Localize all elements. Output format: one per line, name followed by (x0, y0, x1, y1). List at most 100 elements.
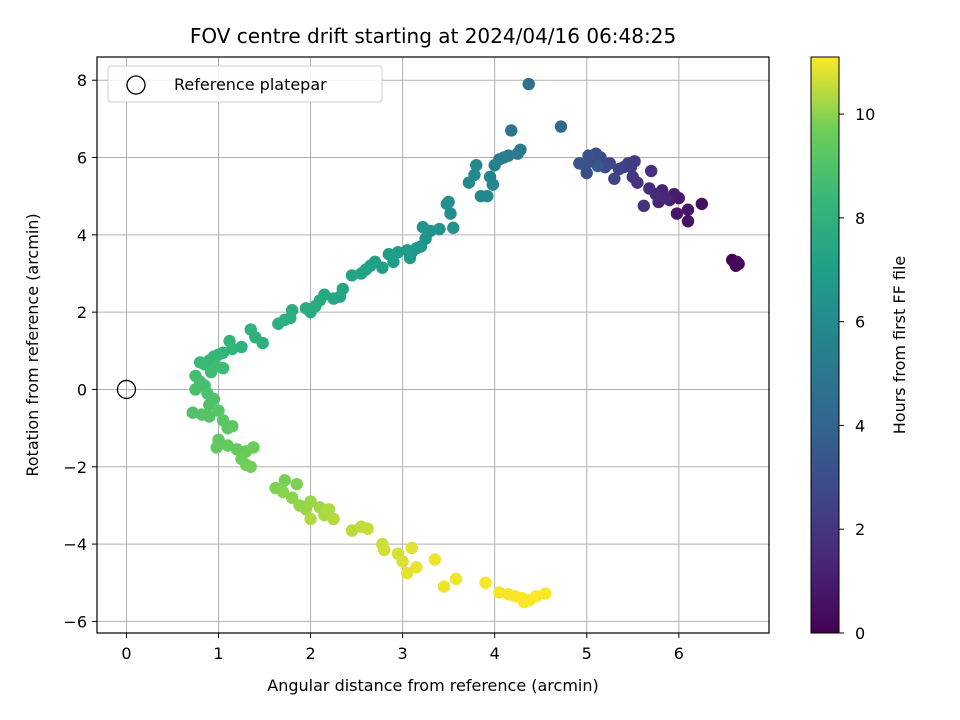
data-point (626, 170, 639, 184)
legend-marker-icon (126, 75, 146, 95)
chart-title: FOV centre drift starting at 2024/04/16 … (190, 24, 676, 48)
data-point (522, 77, 535, 91)
data-point (511, 147, 524, 160)
colorbar-gradient (810, 56, 840, 634)
legend-box (107, 65, 383, 103)
data-point (276, 485, 290, 499)
data-points (186, 77, 745, 609)
colorbar-tick-label: 6 (855, 313, 865, 332)
data-point (644, 164, 658, 178)
x-tick-label: 1 (213, 644, 223, 663)
data-point (440, 197, 454, 211)
x-tick-label: 4 (490, 644, 500, 663)
x-tick-label: 2 (305, 644, 315, 663)
data-point (612, 162, 626, 176)
data-point (444, 207, 457, 220)
data-point (378, 543, 391, 557)
colorbar-label: Hours from first FF file (890, 256, 909, 435)
data-point (486, 178, 500, 191)
data-point (582, 149, 595, 162)
x-tick-label: 3 (398, 644, 408, 663)
data-point (643, 182, 656, 195)
x-tick-label: 5 (582, 644, 592, 663)
data-point (554, 120, 568, 133)
data-point (462, 176, 476, 189)
data-point (244, 460, 257, 473)
data-point (433, 222, 446, 236)
data-point (479, 576, 492, 589)
y-axis-label: Rotation from reference (arcmin) (23, 213, 42, 476)
data-point (247, 441, 260, 454)
data-point (189, 383, 202, 396)
reference-platepar-marker (116, 379, 137, 400)
data-point (354, 267, 368, 280)
data-point (230, 443, 244, 456)
data-point (488, 159, 501, 172)
data-point (210, 441, 223, 454)
data-point (401, 566, 414, 580)
data-point (449, 572, 463, 586)
data-point (437, 580, 451, 593)
data-point (203, 398, 216, 412)
y-tick-label: 0 (77, 380, 87, 399)
data-point (285, 491, 299, 504)
colorbar-tick-label: 0 (855, 624, 865, 643)
data-point (391, 246, 405, 259)
y-tick-label: 4 (77, 226, 87, 245)
data-point (345, 269, 359, 282)
data-point (493, 586, 506, 599)
colorbar: 0 2 4 6 8 10 Hours from first FF file (810, 56, 909, 643)
data-point (405, 541, 419, 555)
legend: Reference platepar (107, 65, 383, 103)
grid-lines (97, 57, 769, 633)
data-point (396, 555, 409, 568)
x-axis-ticks: 0 1 2 3 4 5 6 (121, 633, 684, 663)
y-tick-label: 2 (77, 303, 87, 322)
data-point (204, 365, 218, 379)
x-tick-label: 0 (121, 644, 131, 663)
data-point (327, 512, 340, 526)
data-point (193, 356, 207, 369)
data-point (382, 247, 396, 261)
data-point (410, 561, 423, 574)
data-point (681, 203, 695, 216)
data-point (670, 207, 684, 220)
data-point (591, 159, 604, 173)
data-point (212, 404, 225, 417)
data-point (299, 302, 313, 315)
legend-entry: Reference platepar (174, 75, 327, 94)
x-axis-label: Angular distance from reference (arcmin) (267, 676, 598, 695)
data-point (223, 334, 236, 348)
y-tick-label: −6 (63, 612, 87, 631)
data-point (608, 172, 621, 185)
data-point (304, 495, 317, 508)
data-point (235, 340, 248, 354)
data-point (447, 221, 460, 235)
data-point (304, 512, 317, 526)
data-point (416, 220, 430, 234)
y-tick-label: 8 (77, 71, 87, 90)
data-point (203, 410, 216, 423)
y-tick-label: −2 (63, 458, 87, 477)
data-point (573, 157, 586, 170)
data-point (226, 419, 239, 433)
data-point (186, 406, 199, 419)
plot-frame (96, 56, 770, 634)
data-point (539, 587, 552, 600)
colorbar-tick-label: 10 (855, 105, 875, 124)
data-point (244, 323, 257, 336)
colorbar-tick-label: 2 (855, 520, 865, 539)
data-point (290, 477, 303, 491)
colorbar-ticks: 0 2 4 6 8 10 (839, 105, 875, 643)
data-point (272, 317, 285, 330)
y-axis-ticks: −6 −4 −2 0 2 4 6 8 (63, 71, 97, 631)
data-point (730, 255, 743, 269)
data-point (637, 199, 651, 213)
data-point (322, 503, 336, 516)
data-point (505, 124, 518, 137)
colorbar-tick-label: 8 (855, 209, 865, 228)
data-point (401, 244, 414, 257)
data-point (361, 522, 374, 535)
data-point (695, 197, 708, 211)
